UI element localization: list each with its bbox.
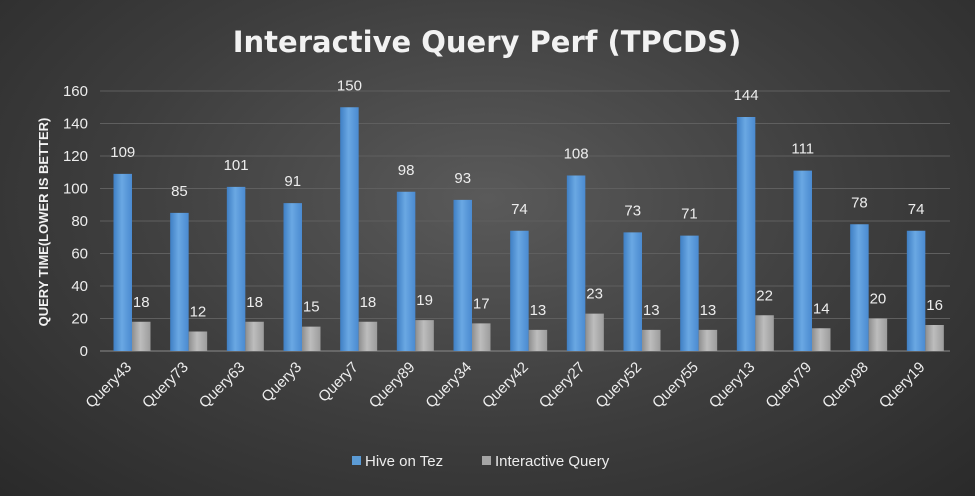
legend-label: Interactive Query <box>495 453 610 470</box>
data-label: 23 <box>586 286 603 303</box>
bar-hive-on-tez <box>340 107 359 351</box>
legend-swatch <box>352 456 361 465</box>
data-label: 16 <box>926 297 943 314</box>
legend: Hive on Tez Interactive Query <box>352 453 610 470</box>
data-label: 74 <box>511 201 528 218</box>
bar-hive-on-tez <box>453 199 472 351</box>
data-label: 91 <box>284 173 301 190</box>
x-tick-label: Query79 <box>762 359 815 412</box>
data-label: 101 <box>224 157 249 174</box>
bar-interactive-query <box>188 331 208 351</box>
bar-hive-on-tez <box>566 175 586 351</box>
data-label: 98 <box>398 162 415 179</box>
data-label: 15 <box>303 299 320 316</box>
x-tick-label: Query63 <box>196 359 249 412</box>
data-label: 18 <box>246 294 263 311</box>
bar-interactive-query <box>245 321 264 351</box>
bar-hive-on-tez <box>680 235 699 351</box>
x-tick-label: Query55 <box>649 359 702 412</box>
y-tick-label: 140 <box>63 116 88 133</box>
y-tick-label: 40 <box>71 278 88 295</box>
bar-interactive-query <box>755 315 774 351</box>
data-label: 18 <box>360 294 377 311</box>
bar-interactive-query <box>698 329 718 351</box>
bar-hive-on-tez <box>226 186 246 351</box>
y-tick-label: 160 <box>63 83 88 100</box>
x-tick-label: Query7 <box>315 359 362 406</box>
x-tick-label: Query73 <box>139 359 192 412</box>
x-tick-label: Query89 <box>366 359 419 412</box>
x-tick-label: Query42 <box>479 359 532 412</box>
data-label: 109 <box>110 144 135 161</box>
data-label: 18 <box>133 294 150 311</box>
bar-hive-on-tez <box>283 203 302 351</box>
bar-hive-on-tez <box>793 170 812 351</box>
bar-interactive-query <box>415 320 434 351</box>
y-axis-label: QUERY TIME(LOWER IS BETTER) <box>36 118 51 327</box>
data-label: 17 <box>473 295 490 312</box>
bar-hive-on-tez <box>113 173 132 351</box>
bar-interactive-query <box>925 325 944 351</box>
x-tick-label: Query98 <box>819 359 872 412</box>
x-tick-label: Query52 <box>592 359 645 412</box>
data-label: 71 <box>681 206 698 223</box>
y-tick-label: 60 <box>71 246 88 263</box>
data-label: 13 <box>530 302 547 319</box>
data-label: 93 <box>454 170 471 187</box>
x-tick-label: Query13 <box>706 359 759 412</box>
bar-interactive-query <box>528 329 548 351</box>
legend-swatch <box>482 456 491 465</box>
bars <box>113 107 944 351</box>
data-label: 108 <box>564 146 589 163</box>
bar-hive-on-tez <box>850 224 869 351</box>
data-label: 22 <box>756 287 773 304</box>
bar-interactive-query <box>812 328 831 351</box>
bar-hive-on-tez <box>623 232 642 351</box>
data-label: 78 <box>851 194 868 211</box>
data-label: 12 <box>190 304 207 321</box>
y-axis-ticks: 0 20 40 60 80 100 120 140 160 <box>63 83 88 360</box>
data-label: 13 <box>643 302 660 319</box>
y-tick-label: 120 <box>63 148 88 165</box>
bar-interactive-query <box>472 323 491 351</box>
y-tick-label: 0 <box>80 343 88 360</box>
bar-interactive-query <box>585 313 604 351</box>
data-labels: 109 18 85 12 101 18 91 15 150 18 98 19 93 17 74 13 108 23… <box>110 77 943 320</box>
data-label: 111 <box>791 141 814 158</box>
bar-interactive-query <box>868 318 888 351</box>
x-axis-ticks: Query43 Query73 Query63 Query3 Query7 Query89… <box>82 359 928 412</box>
data-label: 19 <box>416 292 433 309</box>
x-tick-label: Query27 <box>536 359 589 412</box>
data-label: 150 <box>337 77 362 94</box>
x-tick-label: Query3 <box>258 359 305 406</box>
data-label: 73 <box>624 202 641 219</box>
bar-hive-on-tez <box>736 117 756 351</box>
chart-title: Interactive Query Perf (TPCDS) <box>233 25 742 59</box>
data-label: 85 <box>171 183 188 200</box>
x-tick-label: Query34 <box>422 359 475 412</box>
bar-hive-on-tez <box>510 230 529 351</box>
bar-interactive-query <box>642 329 661 351</box>
x-tick-label: Query43 <box>82 359 135 412</box>
y-tick-label: 80 <box>71 213 88 230</box>
legend-label: Hive on Tez <box>365 453 443 470</box>
y-tick-label: 20 <box>71 311 88 328</box>
bar-interactive-query <box>358 321 378 351</box>
bar-hive-on-tez <box>170 212 189 351</box>
data-label: 13 <box>700 302 717 319</box>
bar-interactive-query <box>302 326 321 351</box>
data-label: 14 <box>813 300 830 317</box>
x-tick-label: Query19 <box>876 359 929 412</box>
data-label: 144 <box>734 87 759 104</box>
bar-hive-on-tez <box>906 230 926 351</box>
data-label: 74 <box>908 201 925 218</box>
y-tick-label: 100 <box>63 181 88 198</box>
data-label: 20 <box>870 291 887 308</box>
bar-hive-on-tez <box>396 191 416 351</box>
bar-interactive-query <box>132 321 151 351</box>
